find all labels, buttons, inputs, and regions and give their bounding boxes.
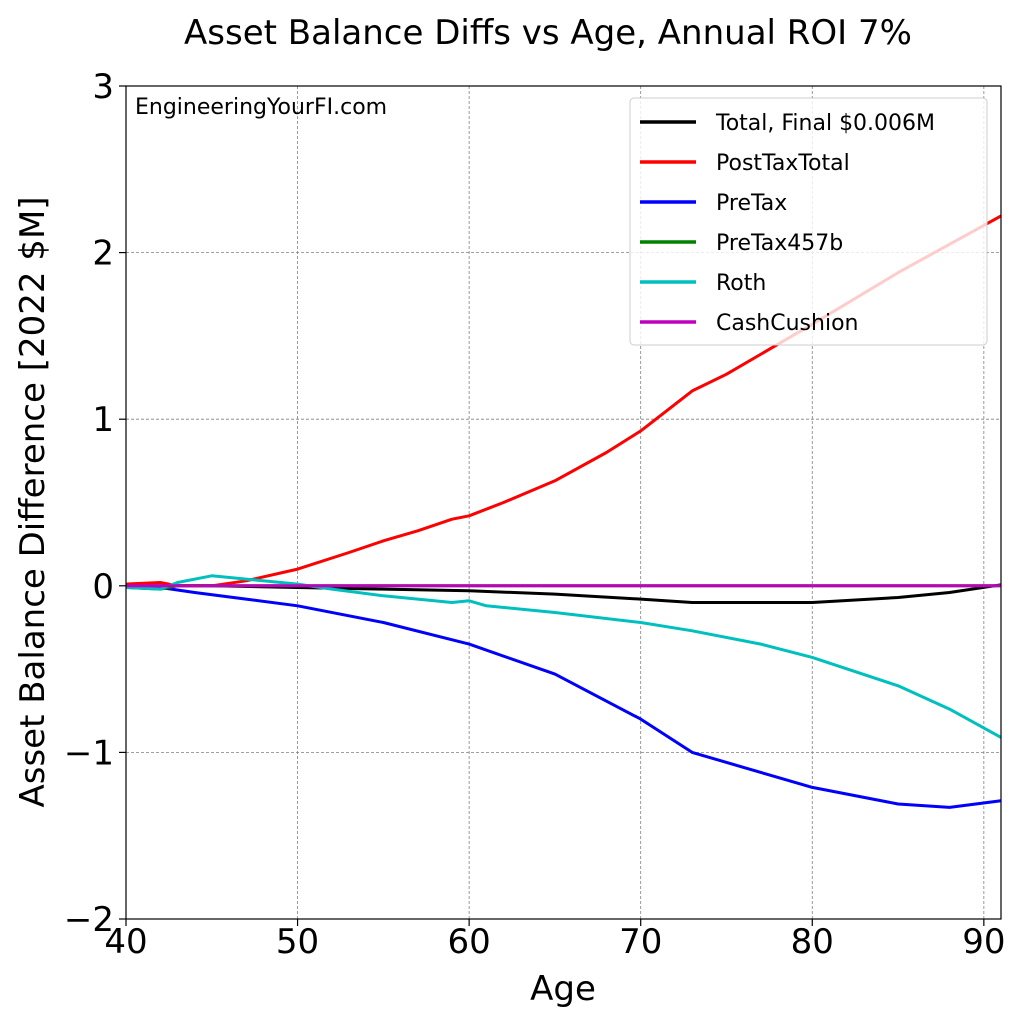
- legend-label: CashCushion: [716, 311, 858, 336]
- legend: Total, Final $0.006M PostTaxTotal PreTax Pr…: [629, 97, 988, 346]
- y-axis-label: Asset Balance Difference [2022 $M]: [13, 196, 53, 807]
- legend-label: PreTax457b: [716, 231, 843, 256]
- series-line-pretax: [125, 584, 1002, 809]
- legend-label: PostTaxTotal: [716, 151, 850, 176]
- series-lines: [125, 214, 1002, 809]
- y-tick-label: 2: [92, 234, 114, 274]
- y-tick-label: −2: [64, 900, 114, 940]
- x-axis-label: Age: [530, 969, 596, 1009]
- legend-label: Roth: [716, 271, 766, 296]
- ticks: 40 50 60 70 80 90 −2 −1 0 1 2 3: [64, 67, 1006, 962]
- y-tick-label: 1: [92, 400, 114, 440]
- x-tick-label: 50: [276, 922, 319, 962]
- x-tick-label: 70: [619, 922, 662, 962]
- y-tick-label: −1: [64, 733, 114, 773]
- legend-label: PreTax: [716, 191, 787, 216]
- chart-title: Asset Balance Diffs vs Age, Annual ROI 7…: [184, 13, 912, 53]
- legend-label: Total, Final $0.006M: [715, 111, 935, 136]
- x-tick-label: 90: [962, 922, 1005, 962]
- x-tick-label: 60: [448, 922, 491, 962]
- x-tick-label: 80: [791, 922, 834, 962]
- series-line-roth: [125, 574, 1002, 739]
- plot-frame: [125, 85, 1002, 920]
- y-tick-label: 3: [92, 67, 114, 107]
- x-tick-label: 40: [104, 922, 147, 962]
- y-tick-label: 0: [92, 567, 114, 607]
- watermark-annotation: EngineeringYourFI.com: [135, 95, 387, 120]
- legend-box: [629, 97, 988, 346]
